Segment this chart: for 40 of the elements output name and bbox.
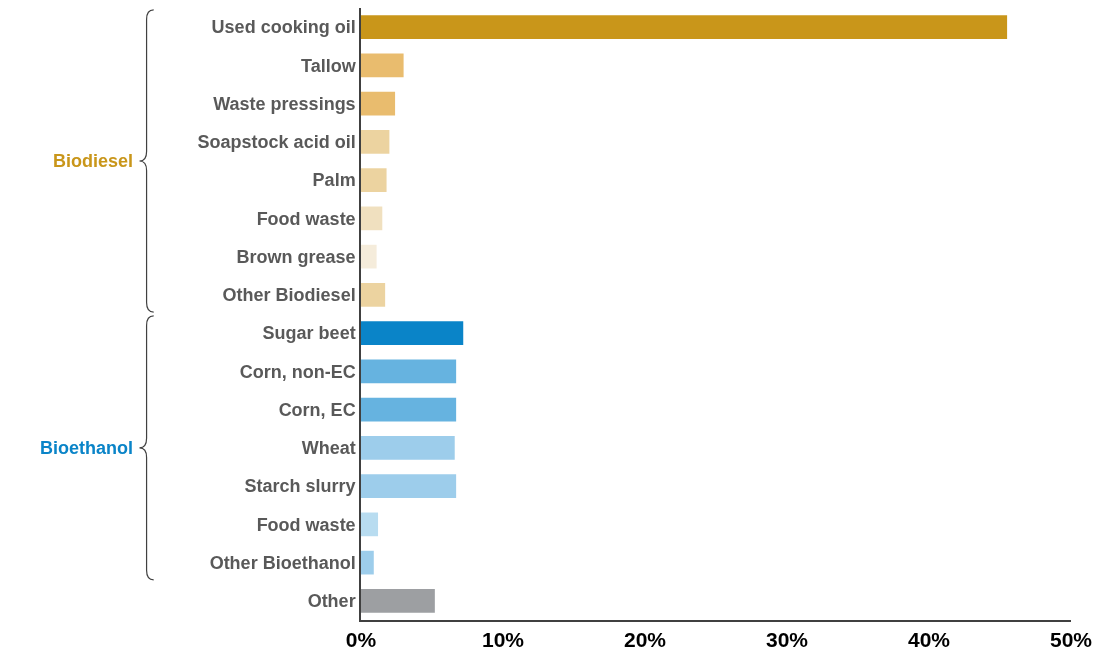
x-tick-label: 10% xyxy=(481,627,525,651)
y-tick-label: Waste pressings xyxy=(213,93,356,114)
bar xyxy=(361,397,457,422)
y-tick-label: Used cooking oil xyxy=(211,17,356,38)
bar xyxy=(361,359,457,384)
bar xyxy=(361,130,390,154)
y-tick-label: Wheat xyxy=(301,438,356,459)
y-tick-label: Corn, EC xyxy=(278,399,356,420)
x-tick-label: 0% xyxy=(345,627,377,651)
x-tick-label: 30% xyxy=(765,627,809,651)
y-tick-label: Food waste xyxy=(256,514,356,535)
y-tick-label: Food waste xyxy=(256,208,356,229)
bar xyxy=(361,15,1008,39)
bar xyxy=(361,283,386,307)
bar xyxy=(361,512,379,537)
x-tick-label: 20% xyxy=(623,627,667,651)
y-tick-label: Sugar beet xyxy=(262,323,356,344)
y-tick-label: Other Biodiesel xyxy=(222,285,356,306)
y-tick-label: Starch slurry xyxy=(244,476,356,497)
x-tick-label: 50% xyxy=(1049,627,1093,651)
y-tick-label: Palm xyxy=(312,170,356,191)
y-tick-label: Brown grease xyxy=(236,246,356,267)
bar xyxy=(361,321,464,345)
x-tick-label: 40% xyxy=(907,627,951,651)
bar xyxy=(361,168,387,192)
y-tick-label: Corn, non-EC xyxy=(239,361,356,382)
bar xyxy=(361,589,435,613)
y-tick-label: Other xyxy=(307,591,356,612)
bar xyxy=(361,474,457,498)
bar xyxy=(361,550,374,575)
bar xyxy=(361,436,455,460)
bar xyxy=(361,244,377,269)
text: Bioethanol xyxy=(40,438,133,458)
bar xyxy=(361,206,383,231)
bar xyxy=(361,53,404,78)
text: Biodiesel xyxy=(53,151,134,171)
y-tick-label: Soapstock acid oil xyxy=(197,132,356,153)
y-tick-label: Other Bioethanol xyxy=(209,552,356,573)
y-tick-label: Tallow xyxy=(300,55,357,76)
bar xyxy=(361,91,396,116)
